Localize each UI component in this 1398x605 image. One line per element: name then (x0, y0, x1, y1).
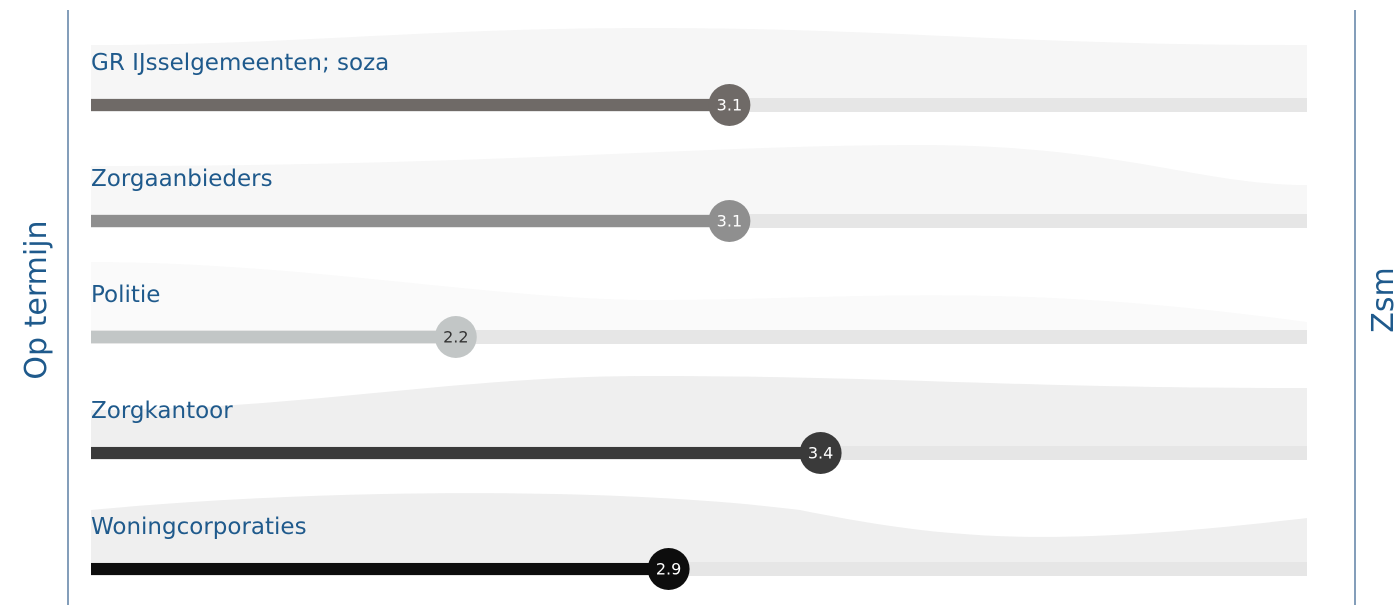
value-label: 3.1 (717, 96, 742, 115)
distribution (91, 376, 1307, 459)
value-knob (708, 84, 751, 126)
end-label: Zsm (1366, 267, 1398, 332)
value-knob (708, 200, 751, 242)
distribution (91, 28, 1307, 112)
bar (91, 331, 456, 343)
category-label: Zorgkantoor (91, 398, 233, 424)
category-label: Woningcorporaties (91, 514, 307, 540)
value-knob (434, 316, 477, 358)
category-label: Zorgaanbieders (91, 166, 273, 192)
category-label: GR IJsselgemeenten; soza (91, 50, 389, 76)
start-label: Op termijn (19, 220, 54, 379)
value-knob (647, 548, 690, 590)
category-label: Politie (91, 282, 160, 308)
distributions (91, 28, 1307, 574)
bar (91, 99, 730, 111)
value-label: 2.9 (656, 560, 681, 579)
distribution (91, 145, 1307, 228)
bar (91, 563, 669, 575)
bar (91, 447, 821, 459)
value-knob (799, 432, 842, 474)
value-label: 3.4 (808, 444, 833, 463)
distribution (91, 493, 1307, 574)
distribution (91, 262, 1307, 343)
value-label: 3.1 (717, 212, 742, 231)
value-label: 2.2 (443, 328, 468, 347)
bar (91, 215, 730, 227)
